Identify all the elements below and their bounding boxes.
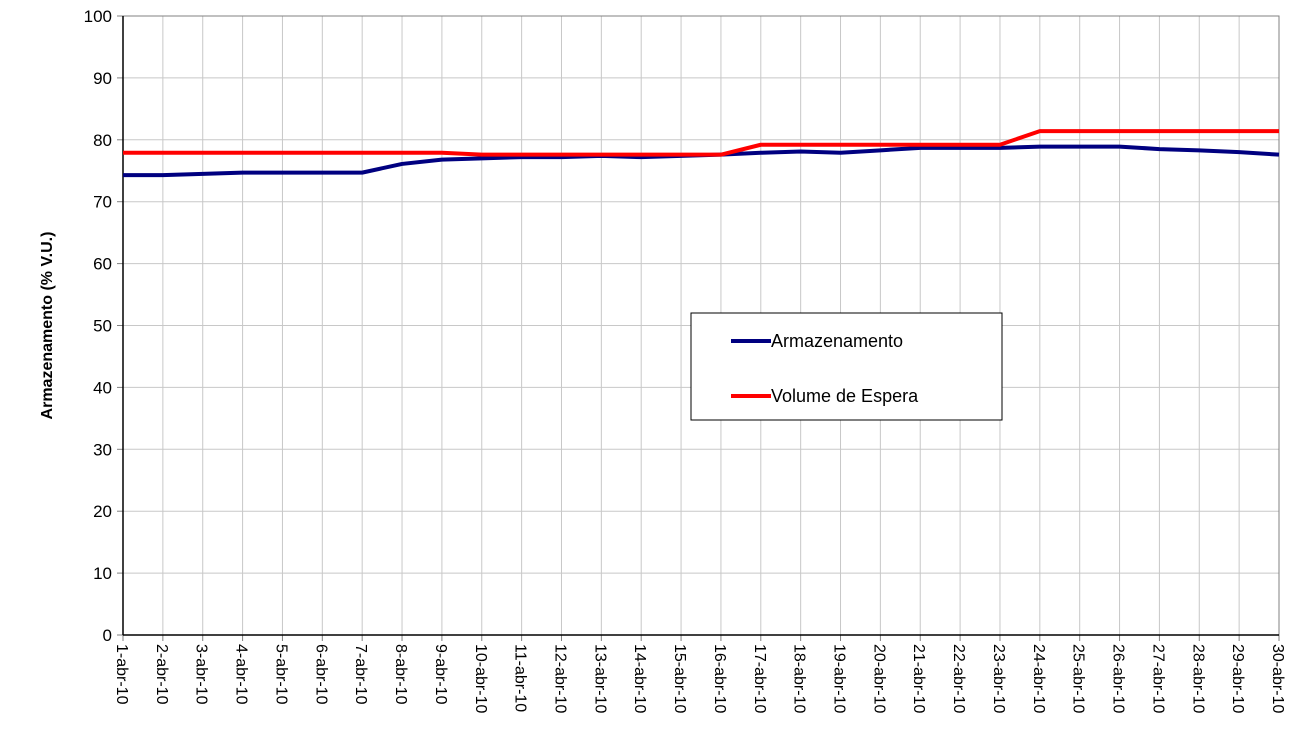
x-tick-label: 16-abr-10 — [711, 644, 728, 713]
x-tick-label: 19-abr-10 — [831, 644, 848, 713]
y-tick-label: 60 — [93, 255, 112, 274]
x-tick-label: 21-abr-10 — [910, 644, 927, 713]
x-tick-label: 17-abr-10 — [751, 644, 768, 713]
x-tick-label: 13-abr-10 — [591, 644, 608, 713]
x-tick-label: 18-abr-10 — [791, 644, 808, 713]
x-tick-label: 3-abr-10 — [193, 644, 210, 705]
x-tick-label: 12-abr-10 — [551, 644, 568, 713]
y-tick-label: 100 — [84, 7, 112, 26]
y-tick-label: 80 — [93, 131, 112, 150]
x-tick-label: 20-abr-10 — [870, 644, 887, 713]
y-tick-label: 30 — [93, 440, 112, 459]
x-tick-label: 28-abr-10 — [1189, 644, 1206, 713]
y-tick-label: 20 — [93, 502, 112, 521]
x-tick-label: 1-abr-10 — [113, 644, 130, 705]
y-tick-label: 70 — [93, 193, 112, 212]
x-tick-label: 11-abr-10 — [512, 644, 529, 712]
x-tick-label: 5-abr-10 — [272, 644, 289, 705]
x-tick-label: 27-abr-10 — [1149, 644, 1166, 713]
x-tick-label: 15-abr-10 — [671, 644, 688, 713]
y-tick-label: 50 — [93, 317, 112, 336]
x-tick-label: 10-abr-10 — [472, 644, 489, 713]
x-tick-label: 7-abr-10 — [352, 644, 369, 705]
y-tick-labels: 0 10 20 30 40 50 60 70 80 90 100 — [84, 7, 112, 645]
axes — [117, 15, 1280, 641]
y-axis-label: Armazenamento (% V.U.) — [39, 232, 56, 420]
legend-label: Armazenamento — [771, 331, 903, 351]
x-tick-label: 26-abr-10 — [1110, 644, 1127, 713]
x-tick-label: 22-abr-10 — [950, 644, 967, 713]
x-tick-label: 29-abr-10 — [1229, 644, 1246, 713]
y-tick-label: 10 — [93, 564, 112, 583]
x-tick-label: 4-abr-10 — [233, 644, 250, 705]
series — [123, 129, 1280, 178]
y-tick-label: 0 — [103, 626, 112, 645]
x-tick-label: 30-abr-10 — [1269, 644, 1286, 713]
x-tick-label: 8-abr-10 — [392, 644, 409, 705]
y-tick-label: 90 — [93, 69, 112, 88]
x-tick-label: 14-abr-10 — [631, 644, 648, 713]
y-tick-label: 40 — [93, 378, 112, 397]
x-tick-labels: 1-abr-10 2-abr-10 3-abr-10 4-abr-10 5-abr-10… — [113, 644, 1286, 713]
legend-items: Armazenamento Volume de Espera — [731, 331, 919, 406]
x-tick-label: 23-abr-10 — [990, 644, 1007, 713]
x-tick-label: 9-abr-10 — [432, 644, 449, 705]
series-line-volume-de-espera — [123, 129, 1279, 157]
legend: Armazenamento Volume de Espera — [690, 312, 1003, 421]
legend-label: Volume de Espera — [771, 386, 919, 406]
x-tick-label: 6-abr-10 — [312, 644, 329, 705]
x-tick-label: 25-abr-10 — [1070, 644, 1087, 713]
legend-box — [690, 312, 1003, 421]
x-tick-label: 2-abr-10 — [153, 644, 170, 705]
x-tick-label: 24-abr-10 — [1030, 644, 1047, 713]
